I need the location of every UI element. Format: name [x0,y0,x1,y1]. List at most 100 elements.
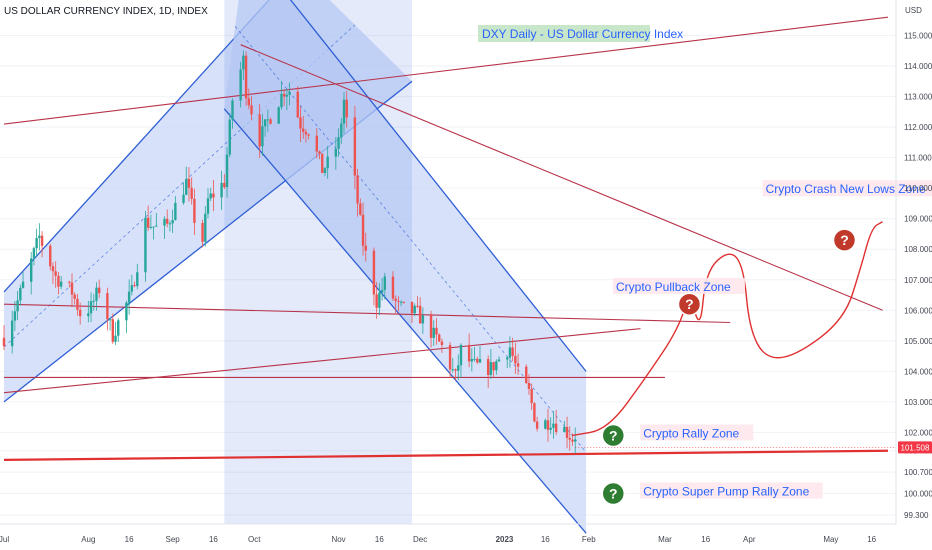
y-tick-label: 99.300 [904,511,929,520]
y-tick-label: 111.000 [904,154,932,163]
zone-label: Crypto Pullback Zone [616,280,731,294]
candle-body [204,213,207,242]
candle-body [568,437,571,440]
candle-body [334,148,338,157]
projection-path [572,221,883,437]
candle-body [307,134,310,136]
candle-body [277,107,280,124]
candle-body [166,218,169,224]
candle-body [163,218,166,226]
candle-body [353,117,357,176]
candle-body [315,135,318,152]
y-tick-label: 104.000 [904,367,932,376]
channel-upper-line [289,0,587,372]
candle-body [242,55,245,70]
candle-body [546,420,550,430]
y-tick-label: 105.000 [904,337,932,346]
candle-body [410,301,414,314]
candle-body [30,258,33,282]
candle-body [454,369,457,371]
candle-body [10,320,14,347]
question-badge-icon [832,228,857,252]
candle-body [247,98,250,106]
candle-body [223,182,226,188]
candle-body [130,285,134,292]
candle-body [19,287,22,301]
x-tick-label: 16 [209,535,218,544]
question-badge-icon [677,292,702,316]
candle-body [182,194,185,203]
candle-body [285,94,289,97]
candle-body [448,345,452,370]
candle-body [527,383,531,389]
candle-body [288,91,291,95]
zone-label-bg [640,482,823,499]
banner: DXY Daily - US Dollar Currency Index [478,25,683,42]
x-tick-label: Nov [331,535,345,544]
candle-body [554,423,558,433]
candle-body [492,362,495,371]
candle-body [416,305,419,307]
candle-body [190,187,193,199]
candle-body [282,93,286,97]
y-tick-label: 100.000 [904,489,932,498]
last-price-value: 101.508 [901,443,930,452]
candle-body [497,359,501,362]
candle-body [326,156,329,169]
x-tick-label: Oct [248,535,261,544]
candle-body [13,311,17,321]
candle-body [361,214,365,246]
projection-layer [572,221,883,437]
candle-body [152,226,155,228]
y-tick-label: 109.000 [904,215,932,224]
question-badge-glyph: ? [609,427,618,443]
candle-body [359,203,362,215]
candle-body [220,182,223,198]
candle-body [193,198,196,223]
channel-highlight-box [224,0,412,524]
candle-body [375,294,378,308]
candle-body [421,315,425,324]
candle-body [296,91,299,118]
time-axis[interactable]: Jul Aug 16 Sep 16 Oct Nov 16 Dec 2023 16 Feb Mar 16 Ap… [0,535,877,544]
candle-body [16,300,19,312]
y-tick-label: 107.000 [904,276,932,285]
candle-body [418,305,422,324]
candle-body [321,153,324,173]
candle-body [136,272,139,287]
candle-body [440,341,444,346]
x-tick-label: 16 [541,535,550,544]
candle-body [530,388,533,404]
candle-body [38,235,41,239]
candle-body [206,198,210,214]
candle-body [506,357,509,360]
candle-body [508,347,512,358]
trend-line-layer [3,16,889,461]
candle-body [535,421,539,429]
candle-body [57,275,60,287]
candle-body [383,276,386,290]
candle-body [133,285,136,287]
y-tick-label: 114.000 [904,62,932,71]
candle-body [51,266,55,272]
zone-label-bg [613,277,745,294]
trend-line [3,328,641,394]
candle-body [144,217,147,273]
y-tick-label: 115.000 [904,32,932,41]
candle-body [114,335,117,342]
candle-body [280,93,283,108]
candle-body [87,313,90,317]
candle-body [451,369,454,371]
candle-body [78,309,82,317]
candle-body [89,301,93,314]
candle-body [565,426,569,438]
support-line [3,449,889,461]
candle-body [185,178,188,195]
banner-text: DXY Daily - US Dollar Currency Index [482,27,683,41]
candle-body [76,298,79,310]
candle-body [342,99,346,124]
candle-body [261,126,264,147]
candle-body [304,131,308,135]
x-tick-label: Dec [413,535,427,544]
